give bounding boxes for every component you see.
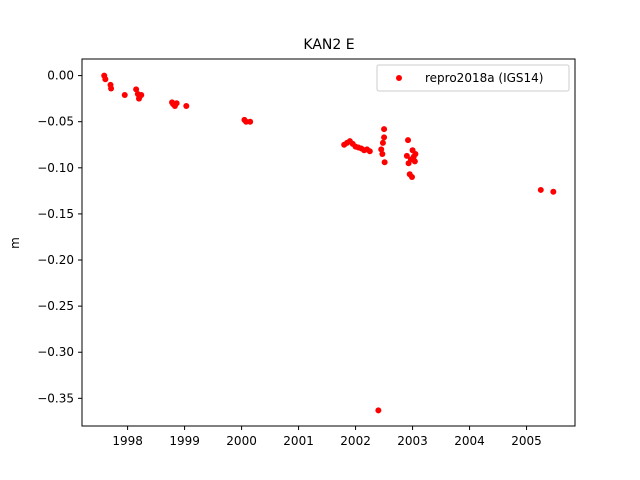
y-tick-label: −0.15 bbox=[37, 207, 74, 221]
y-tick-label: −0.25 bbox=[37, 299, 74, 313]
data-point bbox=[102, 76, 109, 83]
data-point bbox=[108, 85, 115, 92]
legend-entry-label: repro2018a (IGS14) bbox=[425, 71, 543, 85]
y-axis: 0.00 −0.05 −0.10 −0.15 −0.20 −0.25 −0.30 −0.35 bbox=[37, 69, 82, 405]
data-point bbox=[173, 100, 180, 107]
data-point bbox=[403, 152, 410, 159]
x-tick-label: 2004 bbox=[454, 434, 485, 448]
legend: repro2018a (IGS14) bbox=[376, 64, 570, 92]
y-tick-label: −0.35 bbox=[37, 391, 74, 405]
y-tick-label: −0.10 bbox=[37, 161, 74, 175]
x-tick-label: 1998 bbox=[112, 434, 143, 448]
y-tick-label: −0.20 bbox=[37, 253, 74, 267]
data-points bbox=[101, 72, 557, 414]
data-point bbox=[405, 137, 412, 144]
data-point bbox=[409, 174, 415, 181]
x-tick-label: 2005 bbox=[511, 434, 542, 448]
data-point bbox=[381, 126, 388, 133]
data-point bbox=[379, 150, 386, 157]
y-axis-label: m bbox=[8, 237, 22, 249]
data-point bbox=[135, 95, 142, 102]
legend-marker bbox=[396, 75, 402, 81]
x-tick-label: 2000 bbox=[226, 434, 257, 448]
data-point bbox=[381, 159, 388, 166]
x-tick-label: 2002 bbox=[340, 434, 371, 448]
data-point bbox=[411, 158, 418, 165]
data-point bbox=[121, 91, 128, 98]
data-point bbox=[381, 134, 388, 141]
x-tick-label: 2003 bbox=[397, 434, 428, 448]
data-point bbox=[375, 407, 382, 414]
y-tick-label: −0.30 bbox=[37, 345, 74, 359]
data-point bbox=[378, 146, 385, 153]
data-point bbox=[366, 148, 373, 155]
chart-title: KAN2 E bbox=[303, 37, 354, 53]
legend-box bbox=[376, 64, 570, 92]
data-point bbox=[183, 103, 190, 110]
x-tick-label: 1999 bbox=[169, 434, 200, 448]
data-point bbox=[247, 118, 254, 125]
data-point bbox=[412, 150, 419, 157]
x-axis: 1998 1999 2000 2001 2002 2003 2004 2005 bbox=[112, 426, 542, 448]
data-point bbox=[379, 139, 386, 146]
x-tick-label: 2001 bbox=[283, 434, 314, 448]
data-point bbox=[550, 188, 557, 195]
y-tick-label: 0.00 bbox=[47, 69, 74, 83]
y-tick-label: −0.05 bbox=[37, 115, 74, 129]
data-point bbox=[537, 186, 544, 193]
plot-area-frame bbox=[81, 58, 576, 427]
data-point bbox=[133, 86, 140, 93]
